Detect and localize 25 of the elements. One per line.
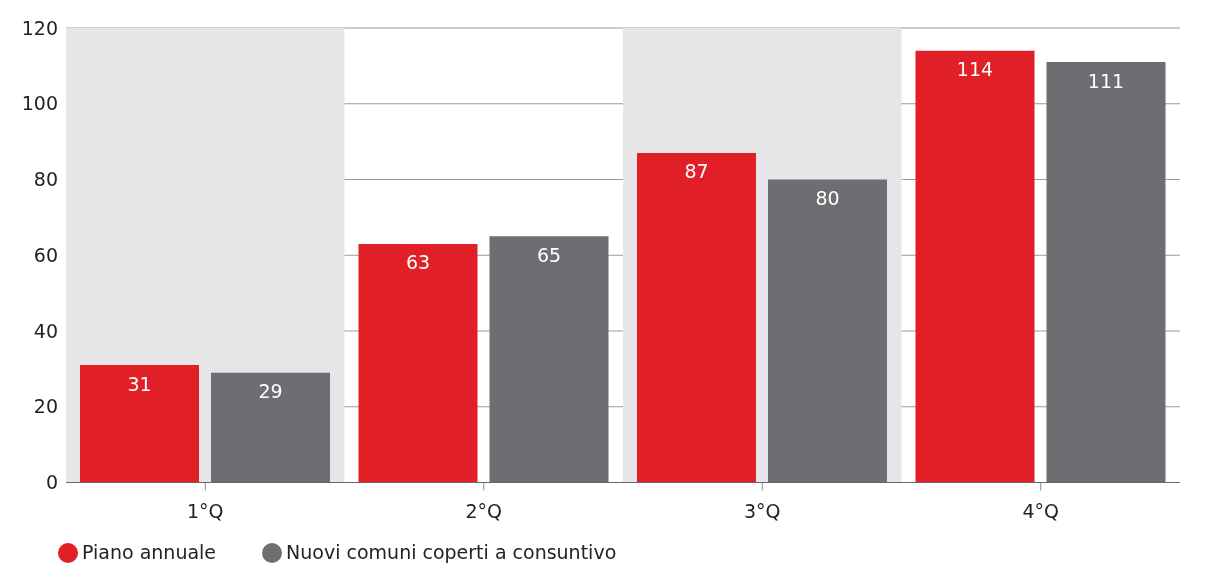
data-label: 80 [815,186,840,209]
y-tick-label: 20 [33,395,58,418]
y-tick-label: 80 [33,168,58,191]
data-label: 87 [684,160,709,183]
data-label: 114 [956,58,994,81]
data-label: 65 [536,243,562,266]
bar [915,50,1035,483]
legend-label: Nuovi comuni coperti a consuntivo [286,540,617,563]
x-tick-label: 3°Q [743,499,781,522]
y-tick-label: 40 [33,319,58,342]
y-tick-label: 60 [33,243,58,266]
bar [358,243,478,483]
x-tick-label: 1°Q [186,499,224,522]
legend-label: Piano annuale [82,540,217,563]
data-label: 29 [258,380,283,403]
data-label: 63 [405,251,431,274]
data-label: 31 [127,372,152,395]
data-label: 111 [1087,69,1125,92]
bar [637,152,756,483]
x-tick-label: 2°Q [465,499,503,522]
bar [80,365,199,483]
x-tick-label: 4°Q [1022,499,1060,522]
y-tick-label: 120 [21,16,58,39]
y-tick-label: 100 [21,92,58,115]
y-tick-label: 0 [45,471,58,494]
